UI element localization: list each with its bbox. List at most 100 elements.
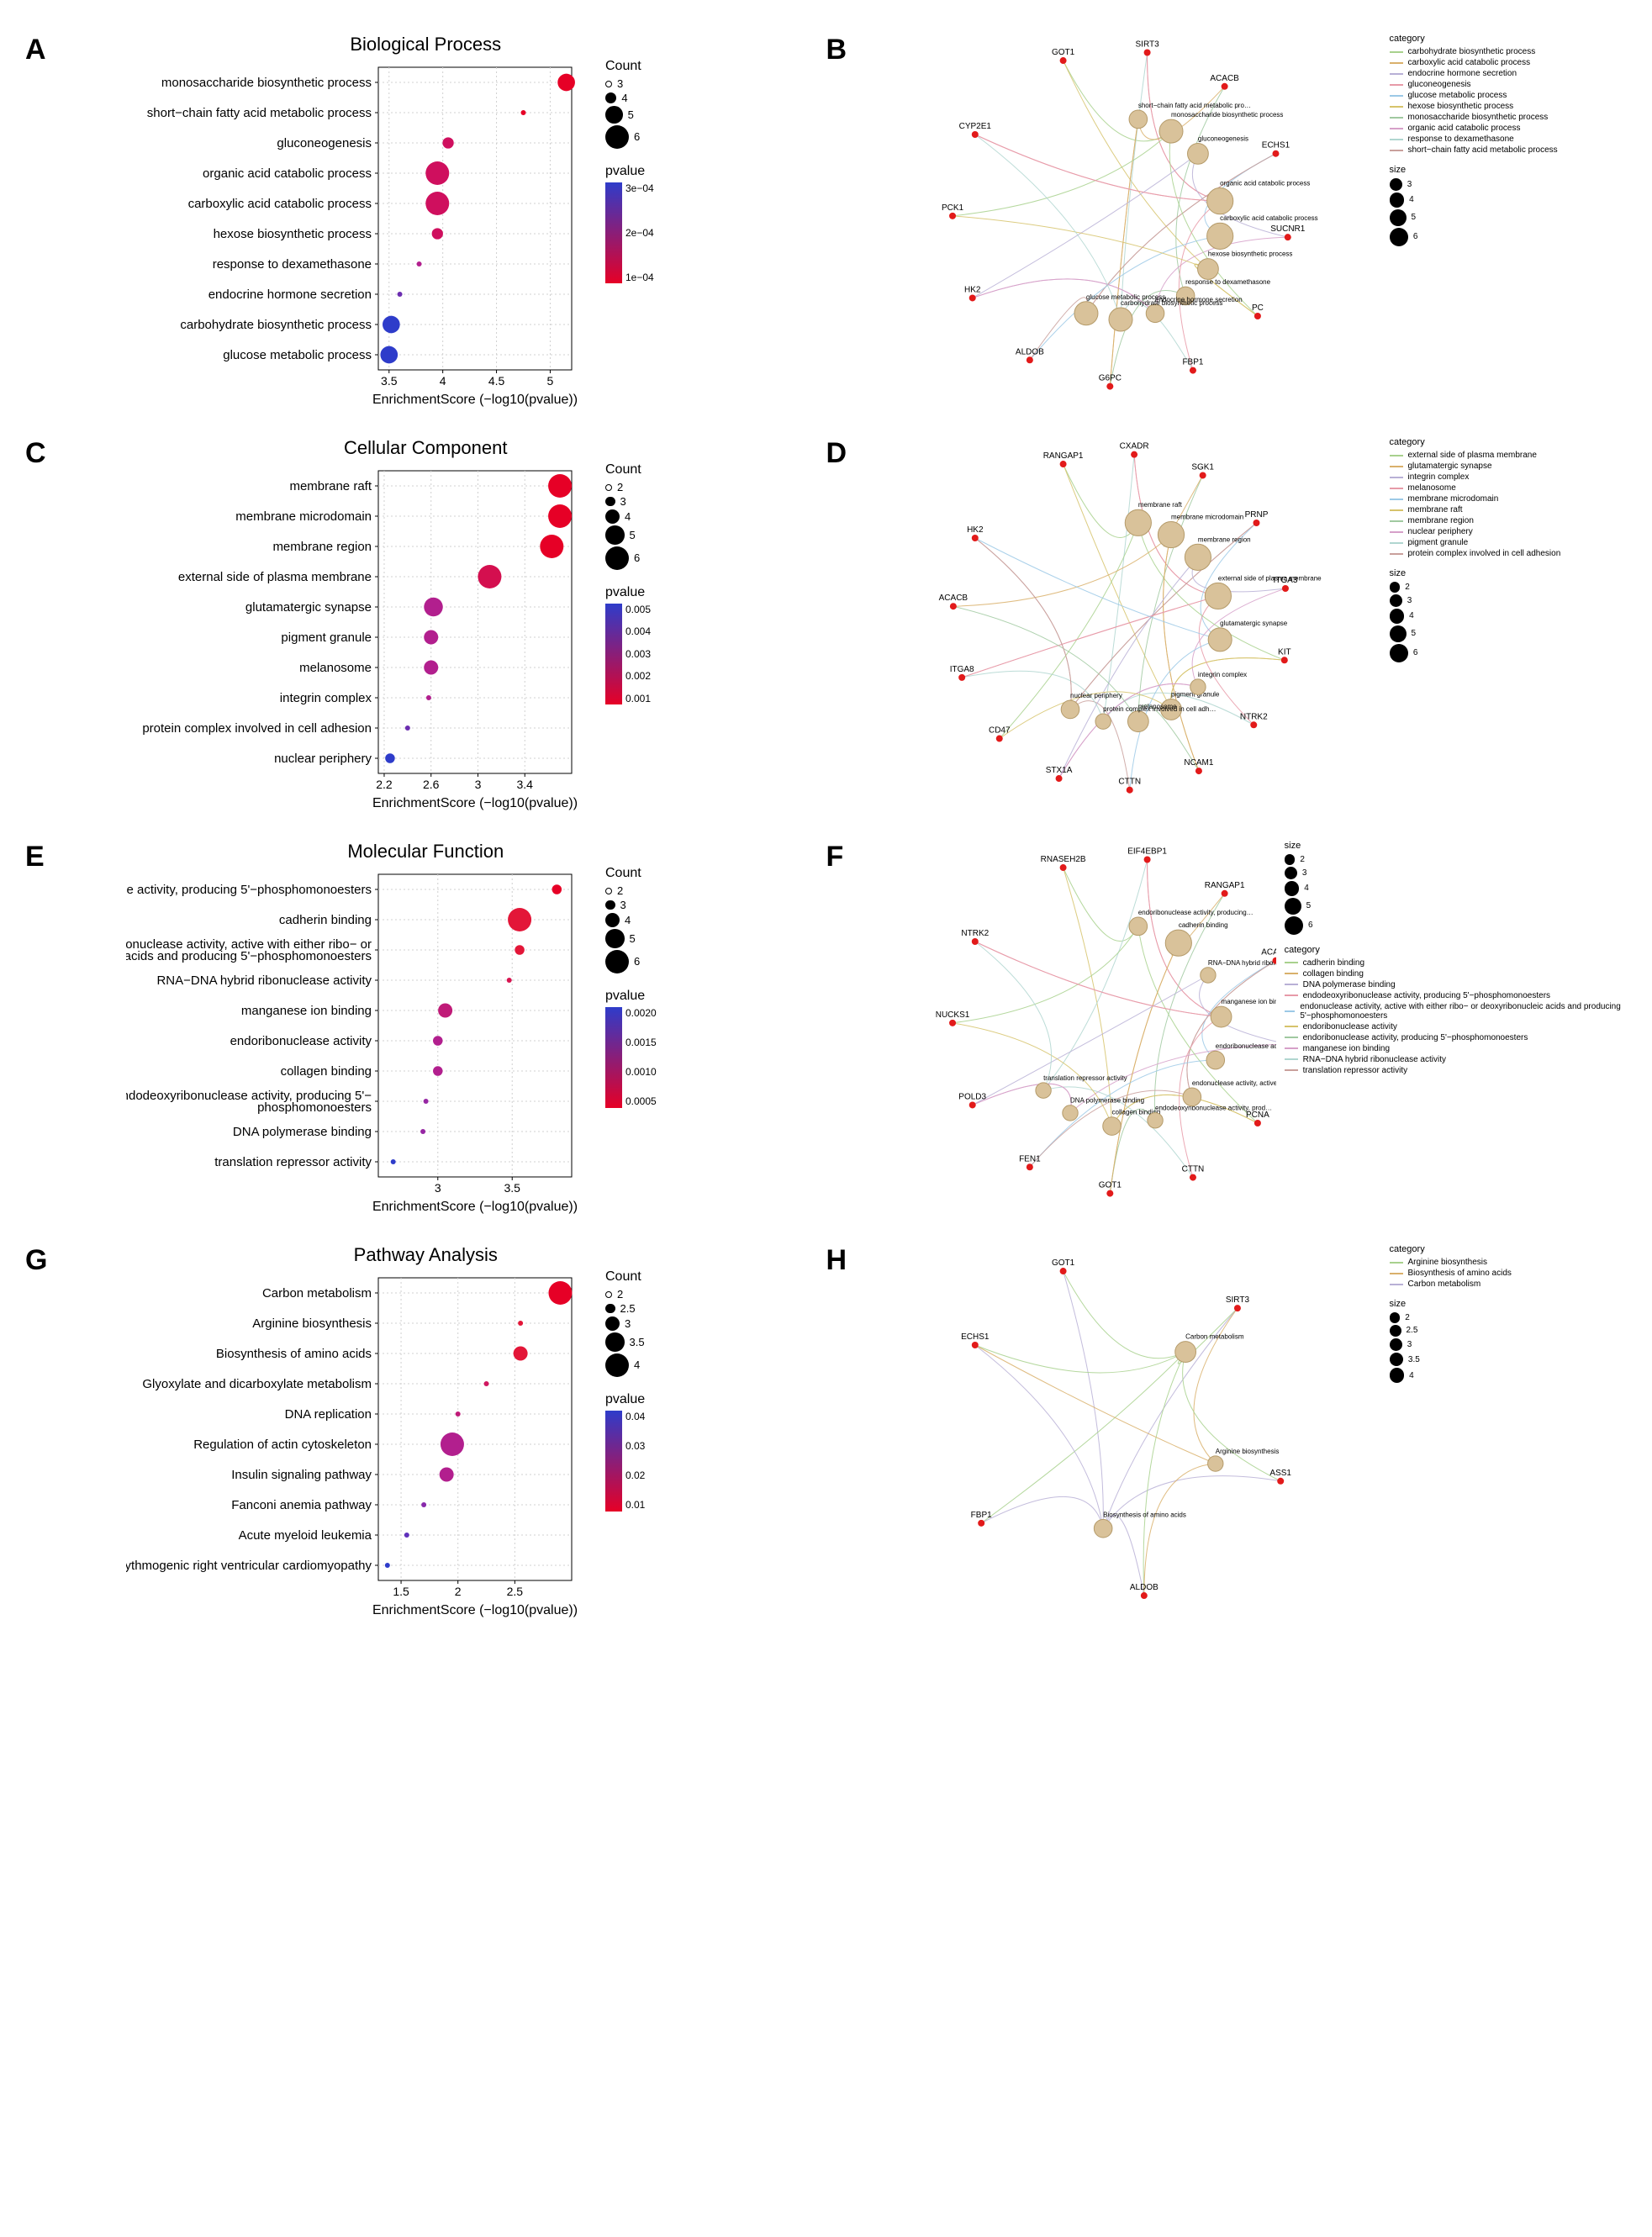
legend-categories-b: carbohydrate biosynthetic processcarboxy…	[1390, 47, 1558, 155]
svg-text:3.5: 3.5	[504, 1181, 520, 1195]
svg-text:cadherin binding: cadherin binding	[279, 913, 372, 927]
svg-text:external side of plasma membra: external side of plasma membrane	[178, 570, 372, 584]
svg-text:3.5: 3.5	[381, 374, 398, 388]
svg-text:Carbon metabolism: Carbon metabolism	[1185, 1333, 1244, 1341]
panel-b-wrap: monosaccharide biosynthetic processshort…	[826, 34, 1628, 404]
network-f: endoribonuclease activity, producing…cad…	[860, 841, 1276, 1211]
svg-text:ECHS1: ECHS1	[961, 1332, 990, 1342]
legend-size-d: 23456	[1390, 582, 1561, 662]
svg-text:response to dexamethasone: response to dexamethasone	[213, 257, 372, 272]
svg-text:short−chain fatty acid metabol: short−chain fatty acid metabolic process	[147, 106, 372, 120]
svg-text:CYP2E1: CYP2E1	[958, 122, 991, 131]
panel-label-f: F	[826, 841, 844, 873]
svg-text:endoribonuclease activity: endoribonuclease activity	[230, 1034, 372, 1048]
panel-e-title: Molecular Function	[25, 841, 826, 863]
svg-text:Arginine biosynthesis: Arginine biosynthesis	[252, 1316, 372, 1331]
legend-f: size 23456 category cadherin bindingcoll…	[1285, 841, 1627, 1211]
svg-text:nuclear periphery: nuclear periphery	[1070, 692, 1122, 699]
svg-text:PCK1: PCK1	[941, 203, 963, 213]
legend-count-a: 3456	[605, 77, 654, 149]
panel-d: D membrane raftmembrane microdomainmembr…	[826, 437, 1628, 815]
pvalue-ticks-e: 0.00200.00150.00100.0005	[625, 1007, 657, 1108]
panel-a-title: Biological Process	[25, 34, 826, 55]
svg-text:hexose biosynthetic process: hexose biosynthetic process	[1207, 251, 1292, 258]
dotplot-c: 2.22.633.4membrane raftmembrane microdom…	[126, 462, 597, 815]
svg-text:GOT1: GOT1	[1051, 1258, 1074, 1268]
svg-text:pigment granule: pigment granule	[281, 630, 372, 645]
panel-g: G Pathway Analysis 1.522.5Carbon metabol…	[25, 1244, 826, 1622]
panel-b: B monosaccharide biosynthetic processsho…	[826, 34, 1628, 412]
svg-text:SUCNR1: SUCNR1	[1270, 224, 1306, 234]
svg-text:translation repressor activity: translation repressor activity	[214, 1155, 372, 1169]
legend-cat-title-h: category	[1390, 1244, 1512, 1254]
legend-pval-title-c: pvalue	[605, 585, 651, 600]
svg-text:4: 4	[440, 374, 446, 388]
svg-text:3: 3	[435, 1181, 441, 1195]
svg-text:RANGAP1: RANGAP1	[1042, 451, 1083, 461]
legend-count-title-c: Count	[605, 462, 651, 477]
svg-text:manganese ion binding: manganese ion binding	[1221, 998, 1276, 1005]
legend-cat-title-f: category	[1285, 945, 1627, 955]
legend-size-title-h: size	[1390, 1299, 1512, 1309]
legend-count-c: 23456	[605, 481, 651, 570]
svg-text:manganese ion binding: manganese ion binding	[241, 1004, 372, 1018]
svg-text:3: 3	[475, 778, 482, 791]
legend-categories-d: external side of plasma membraneglutamat…	[1390, 451, 1561, 558]
row-cd: C Cellular Component 2.22.633.4membrane …	[25, 437, 1627, 815]
svg-text:collagen binding: collagen binding	[281, 1064, 372, 1079]
svg-text:SIRT3: SIRT3	[1135, 40, 1159, 50]
legend-h: category Arginine biosynthesisBiosynthes…	[1390, 1244, 1512, 1614]
svg-text:ASS1: ASS1	[1269, 1469, 1291, 1478]
svg-text:carbohydrate biosynthetic proc: carbohydrate biosynthetic process	[180, 318, 372, 332]
legend-size-b: 3456	[1390, 178, 1558, 246]
svg-text:1.5: 1.5	[393, 1585, 409, 1598]
svg-text:organic acid catabolic process: organic acid catabolic process	[1220, 180, 1310, 187]
panel-c-plotwrap: 2.22.633.4membrane raftmembrane microdom…	[25, 462, 826, 815]
legend-categories-f: cadherin bindingcollagen bindingDNA poly…	[1285, 958, 1627, 1075]
svg-text:organic acid catabolic process: organic acid catabolic process	[203, 166, 372, 181]
panel-f-wrap: endoribonuclease activity, producing…cad…	[826, 841, 1628, 1211]
svg-text:NUCKS1: NUCKS1	[935, 1010, 969, 1020]
pvalue-gradient-g	[605, 1411, 622, 1512]
svg-text:2.5: 2.5	[507, 1585, 524, 1598]
legend-d: category external side of plasma membran…	[1390, 437, 1561, 807]
svg-text:GOT1: GOT1	[1051, 48, 1074, 57]
panel-label-d: D	[826, 437, 847, 470]
svg-text:NTRK2: NTRK2	[961, 929, 989, 938]
svg-text:POLD3: POLD3	[958, 1092, 986, 1101]
pvalue-gradient-a	[605, 182, 622, 283]
network-d: membrane raftmembrane microdomainmembran…	[860, 437, 1381, 807]
svg-text:PC: PC	[1251, 303, 1263, 313]
svg-text:RANGAP1: RANGAP1	[1204, 881, 1244, 890]
pvalue-gradient-e	[605, 1007, 622, 1108]
svg-text:nuclear periphery: nuclear periphery	[274, 752, 372, 766]
svg-text:external side of plasma membra: external side of plasma membrane	[1217, 574, 1321, 582]
row-ab: A Biological Process 3.544.55monosacchar…	[25, 34, 1627, 412]
svg-text:integrin complex: integrin complex	[1197, 671, 1246, 678]
svg-text:RNA−DNA hybrid ribonuclease ac: RNA−DNA hybrid ribonuclease activity	[1207, 959, 1275, 967]
svg-text:NCAM1: NCAM1	[1184, 758, 1213, 768]
svg-text:FEN1: FEN1	[1019, 1154, 1041, 1163]
svg-text:membrane region: membrane region	[272, 540, 372, 554]
panel-c: C Cellular Component 2.22.633.4membrane …	[25, 437, 826, 815]
network-h: Carbon metabolismArginine biosynthesisBi…	[860, 1244, 1381, 1614]
row-gh: G Pathway Analysis 1.522.5Carbon metabol…	[25, 1244, 1627, 1622]
svg-text:ITGA8: ITGA8	[949, 665, 974, 674]
panel-a: A Biological Process 3.544.55monosacchar…	[25, 34, 826, 412]
panel-c-title: Cellular Component	[25, 437, 826, 459]
panel-f: F endoribonuclease activity, producing…c…	[826, 841, 1628, 1219]
panel-label-a: A	[25, 34, 46, 66]
panel-g-plotwrap: 1.522.5Carbon metabolismArginine biosynt…	[25, 1269, 826, 1622]
network-b: monosaccharide biosynthetic processshort…	[860, 34, 1381, 404]
svg-text:CD47: CD47	[988, 726, 1010, 736]
panel-label-c: C	[25, 437, 46, 470]
legend-categories-h: Arginine biosynthesisBiosynthesis of ami…	[1390, 1258, 1512, 1289]
svg-text:SIRT3: SIRT3	[1225, 1295, 1249, 1305]
svg-text:EIF4EBP1: EIF4EBP1	[1127, 847, 1167, 857]
legend-size-title-f: size	[1285, 841, 1627, 851]
svg-text:SGK1: SGK1	[1191, 462, 1214, 472]
svg-text:membrane microdomain: membrane microdomain	[235, 509, 372, 524]
row-ef: E Molecular Function 33.5endoribonucleas…	[25, 841, 1627, 1219]
svg-text:Acute myeloid leukemia: Acute myeloid leukemia	[239, 1528, 372, 1543]
svg-text:Insulin signaling pathway: Insulin signaling pathway	[231, 1468, 372, 1482]
